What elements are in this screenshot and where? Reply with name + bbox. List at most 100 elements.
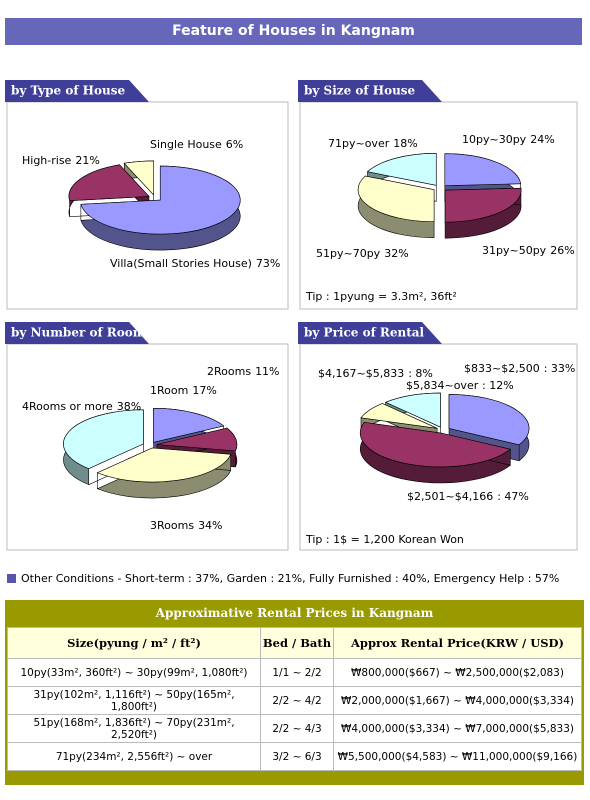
- pie-slice: [80, 165, 241, 235]
- header-cell: Approx Rental Price(KRW / USD): [333, 627, 582, 659]
- page-title: Feature of Houses in Kangnam: [5, 18, 582, 45]
- slice-category: $4,167~$5,833: [318, 367, 404, 380]
- table-cell: 71py(234m², 2,556ft²) ~ over: [7, 742, 261, 771]
- panel-tab: [298, 80, 442, 102]
- tip: Tip : 1$ = 1,200 Korean Won: [305, 533, 464, 546]
- pie-slice: [360, 403, 438, 429]
- slice-label: 31py~50py 26%: [482, 244, 575, 257]
- slice-value: 32%: [384, 247, 408, 260]
- table-cell: 3/2 ~ 6/3: [260, 742, 334, 771]
- slice-category: $2,501~$4,166: [407, 490, 493, 503]
- slice-value: 24%: [530, 133, 554, 146]
- slice-category: 3Rooms: [150, 519, 194, 532]
- header-cell: Size(pyung / m² / ft²): [7, 627, 261, 659]
- pie: [357, 153, 522, 239]
- slice-label: $4,167~$5,833 : 8%: [318, 367, 433, 380]
- pie-slice: [153, 407, 225, 443]
- pie-slice: [68, 164, 150, 201]
- table-cell: ₩5,500,000($4,583) ~ ₩11,000,000($9,166): [333, 742, 582, 771]
- table-row: 71py(234m², 2,556ft²) ~ over 3/2 ~ 6/3 ₩5,…: [7, 742, 582, 771]
- slice-value: : 8%: [408, 367, 433, 380]
- slice-label: $5,834~over: 12%: [406, 379, 514, 392]
- slice-value: 26%: [550, 244, 574, 257]
- pie-slice: [357, 175, 435, 222]
- slice-label: 1Room 17%: [150, 384, 217, 397]
- header-cell: Bed / Bath: [260, 627, 334, 659]
- bullet: [7, 574, 16, 583]
- slice-category: $5,834~over: [406, 379, 479, 392]
- slice-category: 31py~50py: [482, 244, 547, 257]
- panel: [6, 343, 289, 551]
- slice-category: High-rise: [22, 154, 72, 167]
- slice-category: 4Rooms or more: [22, 400, 113, 413]
- table-title: Approximative Rental Prices in Kangnam: [155, 606, 434, 620]
- pie-slice: [96, 447, 232, 483]
- slice-value: 21%: [75, 154, 99, 167]
- panel-tab: [5, 322, 149, 344]
- slice-category: 51py~70py: [316, 247, 381, 260]
- slice-label: Single House 6%: [150, 138, 243, 151]
- table-header: Size(pyung / m² / ft²) Bed / Bath Approx…: [7, 627, 582, 659]
- slice-label: High-rise 21%: [22, 154, 100, 167]
- panel-title: by Price of Rental: [304, 326, 425, 340]
- slice-value: 6%: [226, 138, 243, 151]
- pie-slice: [63, 409, 144, 469]
- slice-value: 18%: [393, 137, 417, 150]
- rental-table: Approximative Rental Prices in Kangnam S…: [5, 600, 584, 785]
- pie-slice: [123, 160, 154, 196]
- table-cell: ₩800,000($667) ~ ₩2,500,000($2,083): [333, 658, 582, 687]
- table-cell: 2/2 ~ 4/2: [260, 686, 334, 715]
- slice-value: : 12%: [482, 379, 514, 392]
- pie-slice: [444, 153, 521, 187]
- panel-title: by Number of Room: [11, 326, 146, 340]
- pie-slice: [448, 394, 530, 446]
- table-row: 51py(168m², 1,836ft²) ~ 70py(231m², 2,52…: [7, 714, 582, 743]
- tip: Tip : 1pyung = 3.3m², 36ft²: [305, 290, 457, 303]
- slice-value: 34%: [198, 519, 222, 532]
- panel-title: by Size of House: [304, 84, 416, 98]
- slice-category: 10py~30py: [462, 133, 527, 146]
- slice-label: $2,501~$4,166 : 47%: [407, 490, 529, 503]
- slice-value: 11%: [255, 365, 279, 378]
- slice-label: 10py~30py 24%: [462, 133, 555, 146]
- table-cell: 31py(102m², 1,116ft²) ~ 50py(165m², 1,80…: [7, 686, 261, 715]
- pie-slice: [444, 187, 522, 223]
- note-text: Other Conditions - Short-term : 37%, Gar…: [21, 572, 560, 585]
- charts: by Type of House Villa(Small Stories Hous…: [5, 80, 578, 551]
- panel: [299, 101, 578, 310]
- slice-label: $833~$2,500: 33%: [464, 362, 575, 375]
- slice-category: Villa(Small Stories House): [110, 257, 252, 270]
- pie-slice: [384, 392, 441, 428]
- table-row: 10py(33m², 360ft²) ~ 30py(99m², 1,080ft²…: [7, 658, 582, 687]
- slice-label: 51py~70py 32%: [316, 247, 409, 260]
- slice-category: 2Rooms: [207, 365, 251, 378]
- slice-category: Single House: [150, 138, 222, 151]
- pie-slice: [359, 422, 512, 468]
- table-cell: 51py(168m², 1,836ft²) ~ 70py(231m², 2,52…: [7, 714, 261, 743]
- table: Size(pyung / m² / ft²) Bed / Bath Approx…: [7, 627, 582, 771]
- note: Other Conditions - Short-term : 37%, Gar…: [7, 572, 559, 585]
- panel-tab: [5, 80, 149, 102]
- slice-label: 71py~over 18%: [328, 137, 418, 150]
- table-cell: 1/1 ~ 2/2: [260, 658, 334, 687]
- pie: [359, 392, 530, 484]
- slice-value: : 47%: [497, 490, 529, 503]
- slice-value: 73%: [256, 257, 280, 270]
- slice-category: 1Room: [150, 384, 188, 397]
- slice-value: 38%: [117, 400, 141, 413]
- table-cell: 2/2 ~ 4/3: [260, 714, 334, 743]
- pie-slice: [156, 427, 238, 452]
- pie: [63, 407, 238, 499]
- pie: [68, 160, 241, 251]
- table-cell: 10py(33m², 360ft²) ~ 30py(99m², 1,080ft²…: [7, 658, 261, 687]
- pie-slice: [366, 153, 437, 186]
- table-cell: ₩4,000,000($3,334) ~ ₩7,000,000($5,833): [333, 714, 582, 743]
- slice-label: 4Rooms or more 38%: [22, 400, 141, 413]
- panel-title: by Type of House: [11, 84, 125, 98]
- slice-value: 17%: [192, 384, 216, 397]
- slice-label: 2Rooms 11%: [207, 365, 280, 378]
- slice-category: 71py~over: [328, 137, 390, 150]
- table-row: 31py(102m², 1,116ft²) ~ 50py(165m², 1,80…: [7, 686, 582, 715]
- panel-tab: [298, 322, 442, 344]
